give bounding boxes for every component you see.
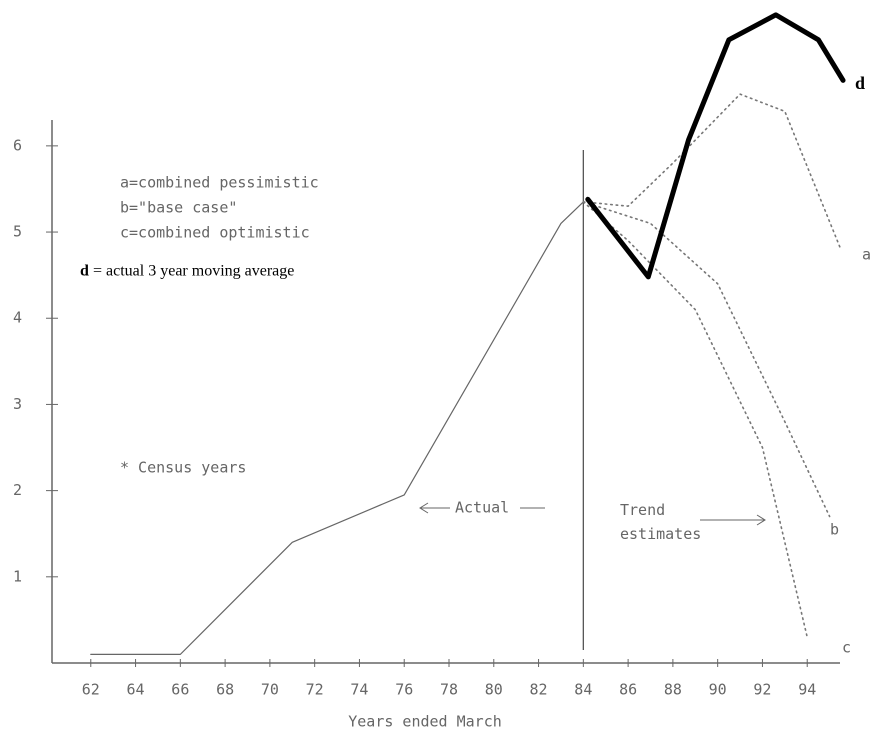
- legend-text: a=combined pessimistic: [120, 174, 319, 192]
- series-label: c: [842, 639, 851, 657]
- x-tick-label: 62: [82, 681, 100, 699]
- line-series: [90, 201, 584, 655]
- x-tick-label: 92: [753, 681, 771, 699]
- x-tick-label: 86: [619, 681, 637, 699]
- y-tick-label: 5: [13, 223, 22, 241]
- arrow: [756, 514, 766, 526]
- x-tick-label: 80: [485, 681, 503, 699]
- x-tick-label: 68: [216, 681, 234, 699]
- x-tick-label: 88: [664, 681, 682, 699]
- x-tick-label: 78: [440, 681, 458, 699]
- legend-text: c=combined optimistic: [120, 224, 310, 242]
- y-tick-label: 2: [13, 481, 22, 499]
- arrow: [419, 502, 429, 514]
- y-tick-label: 6: [13, 136, 22, 154]
- y-tick-label: 3: [13, 395, 22, 413]
- x-tick-label: 64: [127, 681, 145, 699]
- x-tick-label: 82: [530, 681, 548, 699]
- x-axis-label: Years ended March: [348, 713, 502, 731]
- x-tick-label: 74: [350, 681, 368, 699]
- y-tick-label: 4: [13, 309, 22, 327]
- x-tick-label: 76: [395, 681, 413, 699]
- annotation: Actual: [455, 499, 509, 517]
- y-tick-label: 1: [13, 567, 22, 585]
- legend-text: = actual 3 year moving average: [93, 263, 294, 280]
- line-series: [585, 12, 846, 280]
- line-series: [582, 201, 831, 518]
- x-tick-label: 70: [261, 681, 279, 699]
- annotation: Trend estimates: [620, 501, 702, 543]
- legend-key: d: [80, 263, 89, 280]
- x-tick-label: 90: [709, 681, 727, 699]
- legend-text: b="base case": [120, 199, 237, 217]
- series-label: b: [830, 521, 839, 539]
- annotation-box: Trend estimates: [620, 501, 702, 543]
- line-series: [582, 201, 809, 638]
- x-tick-label: 72: [306, 681, 324, 699]
- x-tick-label: 94: [798, 681, 816, 699]
- x-tick-label: 66: [171, 681, 189, 699]
- x-tick-label: 84: [574, 681, 592, 699]
- series-label: a: [862, 246, 871, 264]
- annotation: * Census years: [120, 459, 246, 477]
- series-label: d: [855, 73, 865, 93]
- line-series: [582, 93, 842, 251]
